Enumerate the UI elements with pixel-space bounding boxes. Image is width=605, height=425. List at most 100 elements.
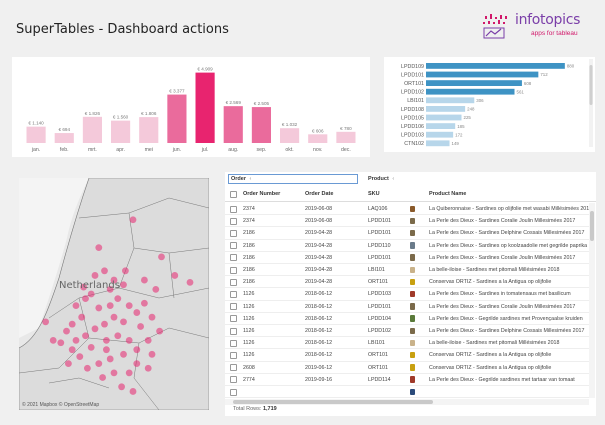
- map-point[interactable]: [84, 364, 91, 372]
- map-point[interactable]: [91, 272, 99, 279]
- bar-dec[interactable]: [336, 131, 356, 143]
- table-row[interactable]: 1126 2018-06-12 LBI101 La belle-iloise - Sa…: [225, 337, 589, 350]
- map-point[interactable]: [110, 369, 118, 377]
- map-point[interactable]: [87, 290, 95, 298]
- bar-lpdd106[interactable]: [426, 123, 456, 129]
- bar-jan[interactable]: [26, 126, 46, 143]
- map-point[interactable]: [120, 281, 127, 289]
- row-checkbox[interactable]: [230, 364, 237, 372]
- bar-ort101[interactable]: [426, 80, 522, 86]
- table-row[interactable]: 2374 2019-06-08 LPDD101 La Perle des Dieux …: [225, 215, 589, 228]
- table-row[interactable]: 2186 2019-04-28 LBI101 La belle-iloise - Sa…: [225, 264, 589, 277]
- row-checkbox[interactable]: [230, 376, 237, 384]
- map-point[interactable]: [141, 299, 148, 307]
- select-all-checkbox[interactable]: [230, 191, 237, 198]
- row-checkbox[interactable]: [230, 388, 237, 396]
- map-point[interactable]: [42, 318, 49, 326]
- map-point[interactable]: [78, 313, 86, 321]
- row-checkbox[interactable]: [230, 205, 237, 213]
- row-checkbox[interactable]: [230, 266, 237, 274]
- row-checkbox[interactable]: [230, 254, 237, 262]
- map-point[interactable]: [114, 295, 122, 303]
- row-checkbox[interactable]: [230, 351, 237, 359]
- map-point[interactable]: [68, 320, 76, 328]
- map-point[interactable]: [148, 350, 156, 358]
- vertical-scroll-thumb[interactable]: [590, 211, 594, 241]
- row-checkbox[interactable]: [230, 315, 237, 323]
- map-point[interactable]: [106, 355, 114, 363]
- map-point[interactable]: [49, 337, 57, 344]
- map-point[interactable]: [82, 332, 89, 340]
- map-point[interactable]: [120, 318, 127, 326]
- bar-lpdd102[interactable]: [426, 88, 515, 95]
- netherlands-map[interactable]: Netherlands © 2021 Mapbox © OpenStreetMa…: [19, 178, 209, 410]
- map-point[interactable]: [68, 346, 76, 354]
- chart-scroll-thumb[interactable]: [589, 65, 593, 105]
- bar-jun[interactable]: [167, 94, 187, 143]
- map-point[interactable]: [152, 285, 160, 293]
- map-point[interactable]: [122, 267, 129, 275]
- bar-ctn102[interactable]: [426, 140, 450, 147]
- map-point[interactable]: [171, 272, 179, 279]
- table-row[interactable]: 1126 2018-06-12 LPDD103 La Perle des Dieux …: [225, 288, 589, 301]
- table-row[interactable]: 1126 2018-06-12 ORT101 Conservas ORTIZ - Sa…: [225, 349, 589, 362]
- map-point[interactable]: [156, 327, 164, 335]
- map-point[interactable]: [129, 388, 137, 395]
- map-point[interactable]: [110, 276, 118, 284]
- map-point[interactable]: [95, 360, 103, 367]
- map-point[interactable]: [82, 295, 89, 303]
- vertical-scrollbar[interactable]: [589, 203, 595, 398]
- map-point[interactable]: [72, 337, 80, 344]
- map-point[interactable]: [186, 279, 194, 286]
- table-row[interactable]: 2374 2019-06-08 LAQ106 La Quiberonnaise - S…: [225, 203, 589, 216]
- bar-mei[interactable]: [139, 117, 159, 143]
- bar-sep[interactable]: [251, 107, 271, 143]
- map-point[interactable]: [57, 339, 65, 347]
- row-checkbox[interactable]: [230, 229, 237, 237]
- bar-aug[interactable]: [223, 106, 243, 143]
- order-filter[interactable]: Order ‹: [228, 174, 358, 184]
- map-point[interactable]: [118, 383, 125, 391]
- map-point[interactable]: [95, 244, 103, 251]
- row-checkbox[interactable]: [230, 339, 237, 347]
- bar-apr[interactable]: [111, 120, 131, 143]
- map-point[interactable]: [110, 313, 118, 321]
- table-row[interactable]: 2186 2019-04-28 ORT101 Conservas ORTIZ - Sa…: [225, 276, 589, 289]
- map-point[interactable]: [125, 302, 133, 309]
- table-row[interactable]: 2608 2019-06-12 ORT101 Conservas ORTIZ - Sa…: [225, 362, 589, 374]
- map-point[interactable]: [137, 323, 144, 330]
- map-attribution[interactable]: © 2021 Mapbox © OpenStreetMap: [22, 402, 100, 408]
- map-point[interactable]: [148, 313, 156, 321]
- map-point[interactable]: [65, 360, 72, 367]
- bar-nov[interactable]: [308, 134, 328, 143]
- bar-lpdd109[interactable]: [426, 63, 565, 69]
- table-row[interactable]: [225, 386, 589, 398]
- row-checkbox[interactable]: [230, 217, 237, 225]
- map-point[interactable]: [103, 346, 110, 354]
- table-row[interactable]: 2774 2019-09-16 LPDD114 La Perle des Dieux …: [225, 374, 589, 386]
- product-filter[interactable]: Product ‹: [368, 174, 428, 184]
- horizontal-scroll-thumb[interactable]: [233, 400, 433, 404]
- column-header-order-number[interactable]: Order Number: [243, 191, 281, 197]
- map-point[interactable]: [101, 267, 108, 275]
- map-point[interactable]: [133, 346, 141, 354]
- row-checkbox[interactable]: [230, 242, 237, 250]
- map-point[interactable]: [80, 283, 87, 291]
- bar-okt[interactable]: [280, 128, 300, 143]
- map-point[interactable]: [103, 337, 110, 344]
- map-point[interactable]: [101, 320, 108, 328]
- map-point[interactable]: [125, 369, 133, 377]
- map-point[interactable]: [129, 216, 137, 224]
- bar-lpdd103[interactable]: [426, 131, 454, 138]
- row-checkbox[interactable]: [230, 327, 237, 335]
- table-row[interactable]: 2186 2019-04-28 LPDD101 La Perle des Dieux …: [225, 227, 589, 240]
- bar-mrt[interactable]: [82, 116, 102, 143]
- map-point[interactable]: [72, 302, 80, 309]
- row-checkbox[interactable]: [230, 290, 237, 298]
- map-point[interactable]: [99, 374, 106, 381]
- map-point[interactable]: [144, 337, 152, 344]
- map-point[interactable]: [141, 276, 148, 284]
- table-row[interactable]: 2186 2019-04-28 LPDD110 La Perle des Dieux …: [225, 240, 589, 252]
- bar-feb[interactable]: [54, 133, 74, 143]
- map-point[interactable]: [106, 302, 114, 309]
